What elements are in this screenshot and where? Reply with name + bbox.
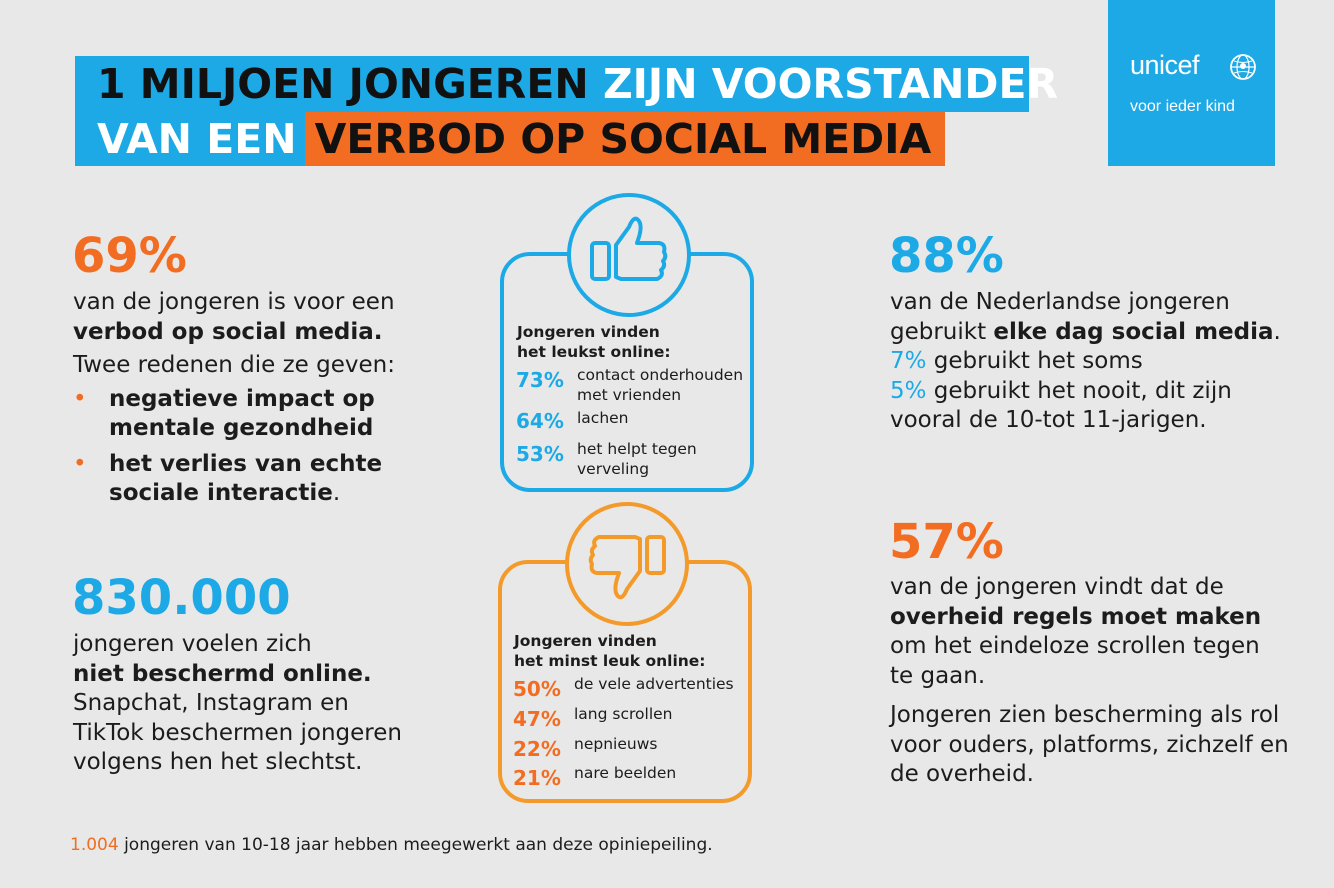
footer-text: jongeren van 10-18 jaar hebben meegewerk… bbox=[118, 835, 713, 855]
reasons-list: • negatieve impact op mentale gezondheid… bbox=[73, 385, 473, 509]
dislikes-title: Jongeren vinden het minst leuk online: bbox=[514, 632, 706, 671]
logo-tagline: voor ieder kind bbox=[1130, 98, 1235, 115]
reason-item: • negatieve impact op mentale gezondheid bbox=[73, 385, 473, 444]
stat-88-line3: 7% gebruikt het soms bbox=[890, 347, 1310, 377]
dislikes-title-line1: Jongeren vinden bbox=[514, 632, 657, 650]
dislikes-text-2: lang scrollen bbox=[574, 705, 673, 723]
title-line-1: 1 MILJOEN JONGEREN ZIJN VOORSTANDER bbox=[75, 56, 1058, 112]
footer-note: 1.004 jongeren van 10-18 jaar hebben mee… bbox=[70, 835, 713, 855]
stat-830000-line2: niet beschermd online. bbox=[73, 660, 372, 687]
stat-88-sometimes-pct: 7% bbox=[890, 348, 927, 374]
reason-2-line2: sociale interactie bbox=[109, 480, 333, 506]
title-line2-orange: VERBOD OP SOCIAL MEDIA bbox=[304, 112, 946, 166]
stat-57-line4: te gaan. bbox=[890, 662, 986, 689]
reason-2-line1: het verlies van echte bbox=[109, 450, 383, 477]
title-highlight-white: ZIJN VOORSTANDER bbox=[602, 60, 1059, 108]
likes-text-1-line2: met vrienden bbox=[577, 385, 682, 404]
reason-item: • het verlies van echte sociale interact… bbox=[73, 450, 473, 509]
stat-88-line2-bold: elke dag social media bbox=[993, 318, 1274, 345]
stat-88-line1: van de Nederlandse jongeren bbox=[890, 289, 1230, 315]
likes-pct-3: 53% bbox=[516, 442, 564, 466]
logo-wordmark: unicef bbox=[1130, 50, 1200, 80]
thumbs-down-icon bbox=[588, 535, 666, 600]
reason-2-tail: . bbox=[332, 480, 341, 506]
likes-title-line2: het leukst online: bbox=[517, 342, 671, 361]
title-highlight-dark: 1 MILJOEN JONGEREN bbox=[97, 60, 589, 108]
unicef-logo: unicef voor ieder kind bbox=[1108, 0, 1275, 166]
dislikes-pct-3: 22% bbox=[513, 737, 561, 761]
stat-57-line1: van de jongeren vindt dat de bbox=[890, 574, 1224, 600]
likes-pct-1: 73% bbox=[516, 368, 564, 392]
likes-text-1: contact onderhouden met vrienden bbox=[577, 366, 743, 405]
footer-count: 1.004 bbox=[70, 835, 119, 855]
stat-57-text: van de jongeren vindt dat de overheid re… bbox=[890, 573, 1310, 790]
stat-88-never-pct: 5% bbox=[890, 377, 927, 404]
stat-57-value: 57% bbox=[889, 514, 1004, 570]
dislikes-title-line2: het minst leuk online: bbox=[514, 651, 706, 670]
likes-text-3: het helpt tegen verveling bbox=[577, 440, 697, 479]
likes-text-2: lachen bbox=[577, 409, 629, 427]
stat-88-value: 88% bbox=[889, 228, 1004, 284]
stat-69-text: van de jongeren is voor een verbod op so… bbox=[73, 288, 473, 515]
stat-88-never-text: gebruikt het nooit, dit zijn bbox=[926, 377, 1232, 404]
likes-title: Jongeren vinden het leukst online: bbox=[517, 323, 671, 362]
stat-69-line2: verbod op social media. bbox=[73, 318, 383, 345]
stat-88-line5: vooral de 10-tot 11-jarigen. bbox=[890, 407, 1207, 433]
reason-1-line1: negatieve impact op bbox=[109, 385, 375, 412]
dislikes-pct-4: 21% bbox=[513, 766, 561, 790]
likes-pct-2: 64% bbox=[516, 409, 564, 433]
reason-1-line2: mentale gezondheid bbox=[109, 415, 374, 441]
stat-88-line2: gebruikt elke dag social media. bbox=[890, 318, 1310, 348]
dislikes-text-1: de vele advertenties bbox=[574, 675, 734, 693]
stat-88-line2-end: . bbox=[1273, 318, 1281, 345]
stat-830000-line5: volgens hen het slechtst. bbox=[73, 749, 363, 775]
stat-57-line3: om het eindeloze scrollen tegen bbox=[890, 633, 1260, 659]
likes-title-line1: Jongeren vinden bbox=[517, 323, 660, 341]
dislikes-icon-circle bbox=[565, 502, 689, 626]
dislikes-text-3: nepnieuws bbox=[574, 735, 658, 753]
stat-57-para2-line3: de overheid. bbox=[890, 761, 1034, 787]
stat-830000-text: jongeren voelen zich niet beschermd onli… bbox=[73, 630, 473, 778]
stat-69-line1: van de jongeren is voor een bbox=[73, 289, 395, 315]
likes-icon-circle bbox=[567, 193, 691, 317]
stat-830000-value: 830.000 bbox=[72, 570, 291, 626]
bullet-dot: • bbox=[73, 385, 87, 412]
stat-88-line4: 5% gebruikt het nooit, dit zijn bbox=[890, 377, 1310, 407]
title-line2-white: VAN EEN bbox=[75, 112, 305, 166]
dislikes-text-4: nare beelden bbox=[574, 764, 677, 782]
stat-88-text: van de Nederlandse jongeren gebruikt elk… bbox=[890, 288, 1310, 436]
reasons-intro: Twee redenen die ze geven: bbox=[73, 352, 395, 378]
dislikes-pct-2: 47% bbox=[513, 707, 561, 731]
title-line-2: VAN EEN VERBOD OP SOCIAL MEDIA bbox=[75, 112, 946, 166]
stat-88-line2-start: gebruikt bbox=[890, 318, 994, 345]
unicef-globe-icon bbox=[1230, 54, 1256, 80]
stat-57-para2-line2: voor ouders, platforms, zichzelf en bbox=[890, 731, 1289, 758]
stat-57-para2-line1: Jongeren zien bescherming als rol bbox=[890, 702, 1280, 728]
stat-830000-line4: TikTok beschermen jongeren bbox=[73, 719, 402, 746]
dislikes-pct-1: 50% bbox=[513, 677, 561, 701]
stat-830000-line3: Snapchat, Instagram en bbox=[73, 690, 349, 716]
stat-830000-line1: jongeren voelen zich bbox=[73, 631, 312, 657]
likes-text-3-line2: verveling bbox=[577, 459, 650, 478]
likes-text-3-line1: het helpt tegen bbox=[577, 440, 697, 458]
likes-text-1-line1: contact onderhouden bbox=[577, 366, 744, 384]
bullet-dot: • bbox=[73, 450, 87, 477]
stat-69-value: 69% bbox=[72, 228, 187, 284]
stat-88-sometimes-text: gebruikt het soms bbox=[926, 348, 1143, 374]
thumbs-up-icon bbox=[590, 216, 668, 281]
stat-57-line2: overheid regels moet maken bbox=[890, 603, 1262, 630]
